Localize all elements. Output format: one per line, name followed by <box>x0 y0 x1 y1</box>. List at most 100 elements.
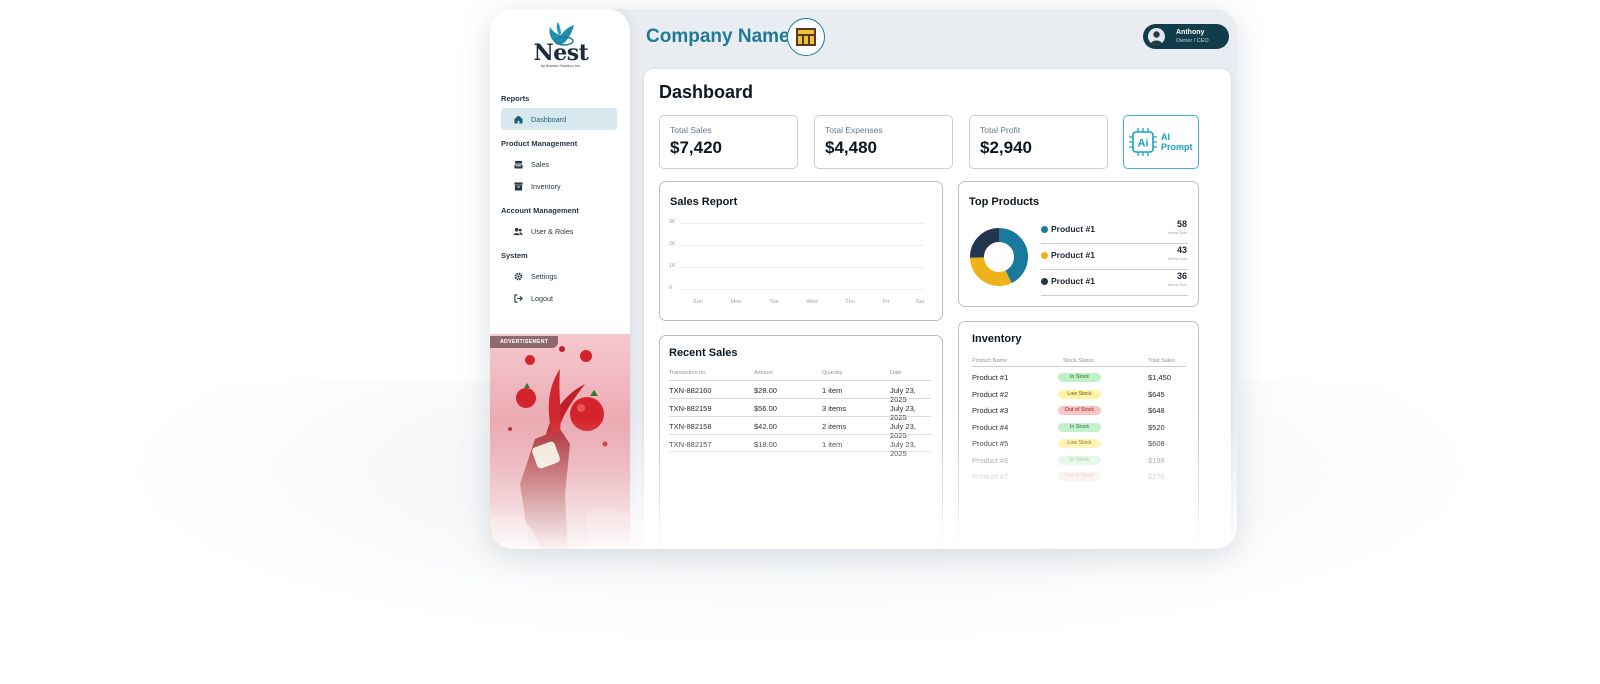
divider <box>972 366 1186 367</box>
cell-txn: TXN-882158 <box>669 422 712 431</box>
grid-line <box>680 267 924 268</box>
donut-slice <box>970 228 1028 286</box>
cell-product: Product #1 <box>972 373 1009 382</box>
stat-label: Total Sales <box>670 125 712 135</box>
status-badge: Out of Stock <box>1058 406 1101 415</box>
nest-logo[interactable]: Nest by Adonis Solution Inc. <box>526 21 596 83</box>
cell-txn: TXN-882160 <box>669 386 712 395</box>
table-row[interactable]: TXN-882157 $18.00 1 item July 23, 2025 <box>669 434 931 458</box>
company-name: Company Name <box>646 26 790 47</box>
archive-icon <box>513 181 523 191</box>
y-tick-label: 3K <box>669 219 676 225</box>
table-row[interactable]: TXN-882159 $56.00 3 items July 23, 2025 <box>669 398 931 422</box>
nav-section-reports: Reports <box>501 94 530 103</box>
y-tick-label: 2K <box>669 241 676 247</box>
cell-date: July 23, 2025 <box>890 404 916 422</box>
sidebar-item-label: Dashboard <box>531 114 567 124</box>
cell-sales: $648 <box>1148 406 1165 415</box>
cell-sales: $520 <box>1148 422 1165 432</box>
sidebar-item-inventory[interactable]: Inventory <box>501 175 617 197</box>
cell-txn: TXN-882157 <box>669 440 712 449</box>
user-name: Anthony <box>1176 28 1205 36</box>
list-item[interactable]: Product #1 58 Items Sold <box>1041 218 1188 244</box>
table-row[interactable]: Product #4 In Stock $520 <box>972 419 1186 436</box>
sidebar-item-dashboard[interactable]: Dashboard <box>501 108 617 130</box>
stat-value: $2,940 <box>980 138 1032 157</box>
items-sold-label: Items Sold <box>1168 256 1187 261</box>
stat-label: Total Expenses <box>825 125 883 135</box>
ai-chip-icon: Ai <box>1129 128 1157 156</box>
top-products-panel: Top Products Product #1 58 Items Sold Pr… <box>958 181 1199 307</box>
cell-amount: $56.00 <box>754 404 777 413</box>
x-tick-label: Tue <box>769 299 779 305</box>
cell-product: Product #2 <box>972 389 1009 399</box>
cell-sales: $608 <box>1148 439 1165 448</box>
ai-label-line2: Prompt <box>1161 142 1193 152</box>
bird-logo-icon <box>549 22 574 46</box>
cell-sales: $645 <box>1148 389 1165 399</box>
y-tick-label: 1K <box>669 263 676 269</box>
table-row[interactable]: Product #5 Low Stock $608 <box>972 435 1186 452</box>
status-badge: In Stock <box>1058 373 1101 382</box>
list-item[interactable]: Product #1 43 Items Sold <box>1041 244 1188 270</box>
legend-dot <box>1041 278 1048 285</box>
grid-line <box>680 223 924 224</box>
advertisement-banner[interactable]: ADVERTISEMENT <box>490 334 630 549</box>
status-badge: Out of Stock <box>1058 472 1101 481</box>
dashboard-main: Dashboard Total Sales $7,420 Total Expen… <box>644 69 1231 549</box>
ad-label: ADVERTISEMENT <box>490 336 559 348</box>
nav-section-product-management: Product Management <box>501 139 578 148</box>
panel-title: Inventory <box>972 333 1022 345</box>
sidebar: Nest by Adonis Solution Inc. Reports Das… <box>490 9 630 549</box>
panel-title: Top Products <box>969 196 1040 208</box>
table-row[interactable]: TXN-882160 $28.00 1 item July 23, 2025 <box>669 380 931 404</box>
table-row[interactable]: Product #1 In Stock $1,450 <box>972 369 1186 386</box>
cell-sales: $270 <box>1148 472 1165 481</box>
legend-dot <box>1041 252 1048 259</box>
x-tick-label: Thu <box>845 299 855 305</box>
stat-card-total-sales: Total Sales $7,420 <box>659 115 798 169</box>
status-badge: Low Stock <box>1058 389 1101 399</box>
ai-chip-text: Ai <box>1138 138 1149 150</box>
nav-section-system: System <box>501 251 528 260</box>
user-profile-chip[interactable]: Anthony Owner / CEO <box>1143 24 1229 49</box>
items-sold-label: Items Sold <box>1168 282 1187 287</box>
sidebar-item-logout[interactable]: Logout <box>501 287 617 309</box>
product-name: Product #1 <box>1051 250 1095 260</box>
company-logo[interactable] <box>787 18 825 56</box>
stat-label: Total Profit <box>980 125 1021 135</box>
table-row[interactable]: Product #3 Out of Stock $648 <box>972 402 1186 419</box>
table-row[interactable]: Product #6 In Stock $198 <box>972 452 1186 469</box>
inventory-panel: Inventory Product Name Stock Status Tota… <box>958 321 1199 549</box>
cell-product: Product #6 <box>972 455 1009 465</box>
list-item[interactable]: Product #1 36 Items Sold <box>1041 270 1188 296</box>
table-row[interactable]: Product #7 Out of Stock $270 <box>972 468 1186 485</box>
recent-sales-panel: Recent Sales Transaction no. Amount Quan… <box>659 335 943 549</box>
sidebar-item-settings[interactable]: Settings <box>501 265 617 287</box>
items-sold-count: 36 <box>1176 271 1187 281</box>
column-header: Stock Status <box>1063 358 1094 364</box>
cell-amount: $28.00 <box>754 386 777 395</box>
status-badge: In Stock <box>1058 422 1101 432</box>
cell-product: Product #7 <box>972 472 1009 481</box>
cell-qty: 2 items <box>822 422 847 431</box>
stat-card-total-profit: Total Profit $2,940 <box>969 115 1108 169</box>
table-row[interactable]: Product #2 Low Stock $645 <box>972 386 1186 403</box>
ai-prompt-button[interactable]: Ai AI Prompt <box>1123 115 1199 169</box>
cell-product: Product #3 <box>972 406 1009 415</box>
cell-amount: $42.00 <box>754 422 777 431</box>
x-tick-label: Fri <box>882 299 890 305</box>
users-icon <box>513 226 523 236</box>
sidebar-item-sales[interactable]: Sales <box>501 153 617 175</box>
items-sold-count: 43 <box>1176 245 1187 255</box>
status-badge: In Stock <box>1058 455 1101 465</box>
sales-report-panel: Sales Report 3K 2K 1K 0 Sun Mon Tue Wed … <box>659 181 943 321</box>
sidebar-item-user-roles[interactable]: User & Roles <box>501 220 617 242</box>
column-header: Quantity <box>822 370 843 376</box>
logout-icon <box>513 293 523 303</box>
x-tick-label: Sun <box>693 299 703 305</box>
user-role: Owner / CEO <box>1176 37 1209 44</box>
table-row[interactable]: TXN-882158 $42.00 2 items July 23, 2025 <box>669 416 931 440</box>
sidebar-item-label: Inventory <box>531 181 561 191</box>
